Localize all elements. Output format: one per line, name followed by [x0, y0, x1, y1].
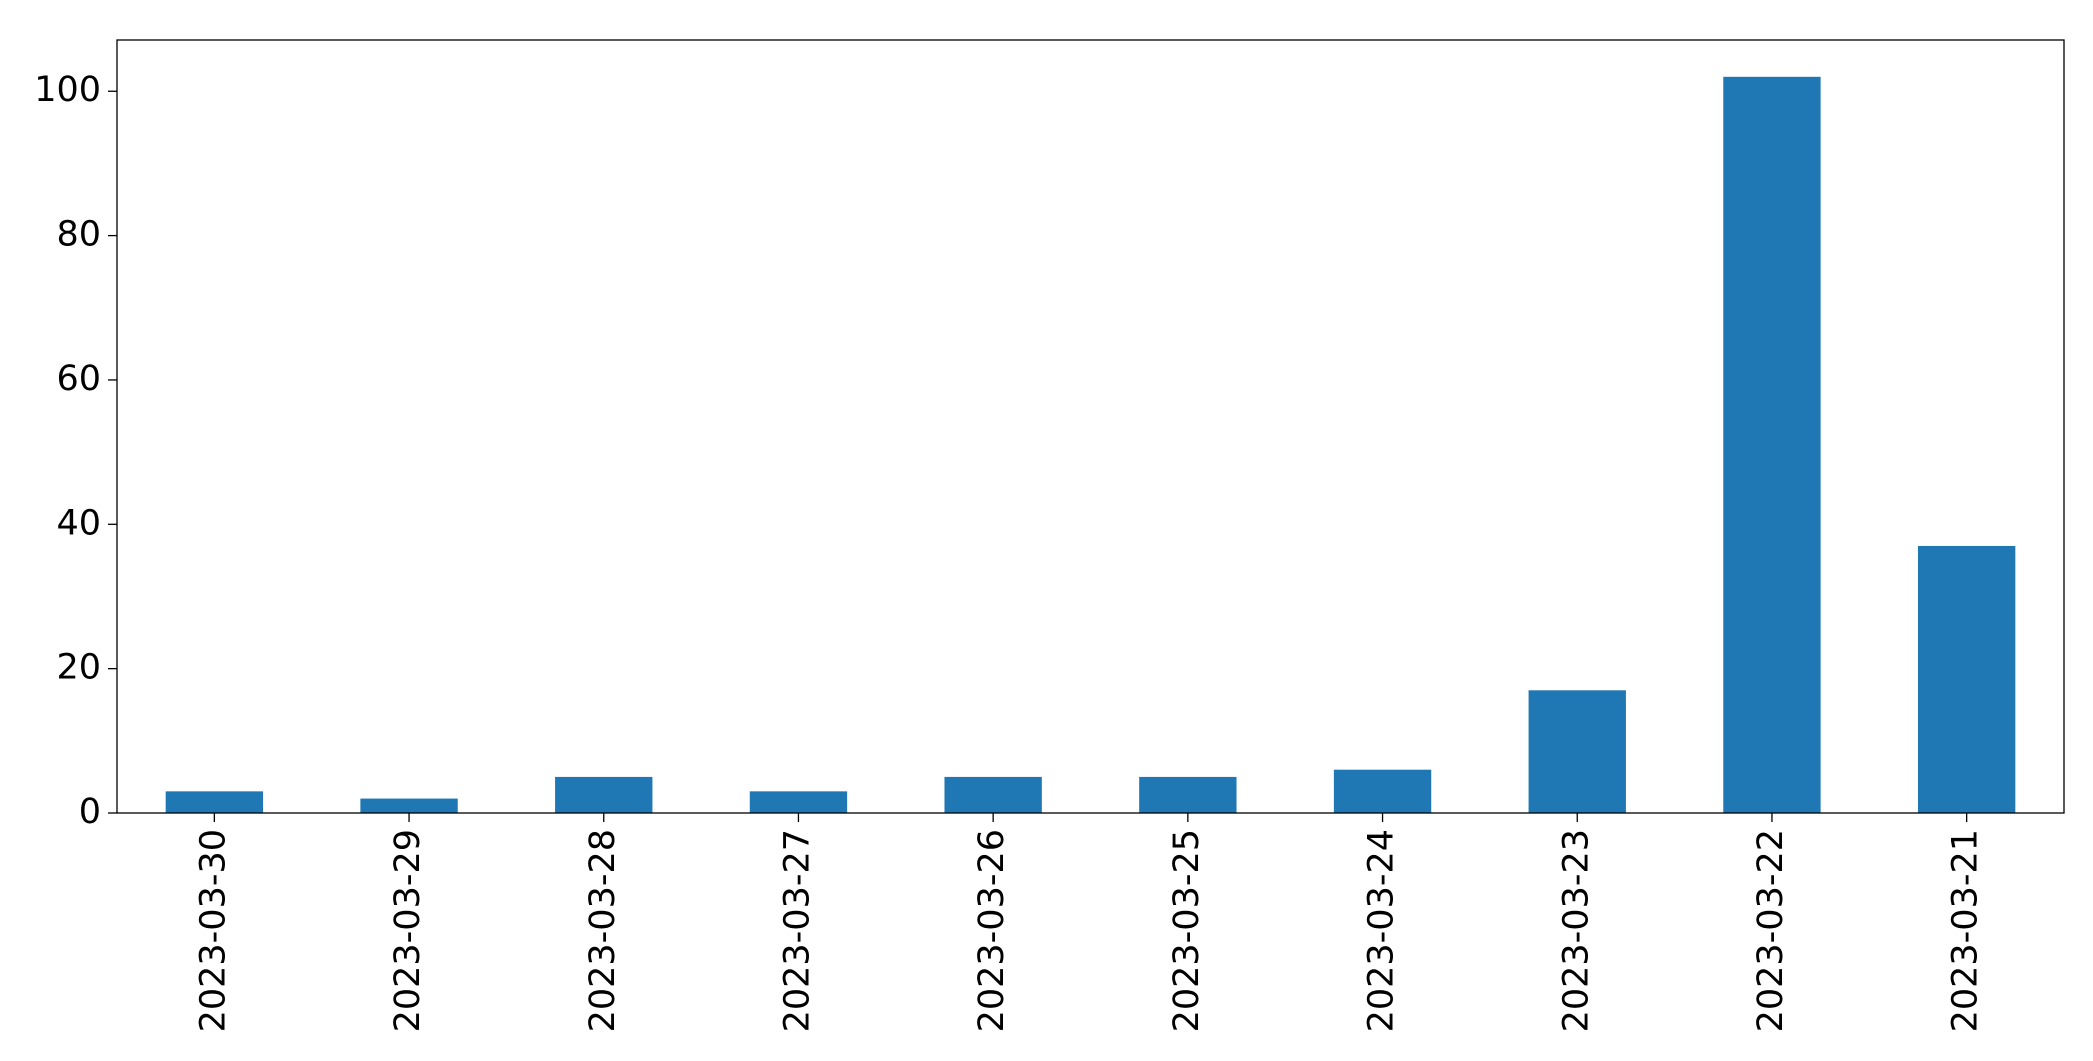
x-tick-label: 2023-03-26 — [972, 829, 1012, 1032]
x-tick-label: 2023-03-21 — [1946, 829, 1986, 1032]
y-tick-label: 40 — [56, 503, 101, 543]
x-tick-label: 2023-03-25 — [1167, 829, 1207, 1032]
bar — [555, 776, 653, 813]
bar — [165, 791, 264, 813]
plot-area: 0 20 40 60 80 100 2023-03-30 2023-03-29 2023-03-… — [34, 70, 2016, 1032]
bar — [1528, 690, 1626, 813]
bar — [1917, 545, 2016, 813]
bar — [1139, 776, 1237, 813]
bar — [360, 798, 458, 813]
x-tick-label: 2023-03-30 — [193, 829, 233, 1032]
x-tick-label: 2023-03-24 — [1362, 829, 1402, 1032]
y-tick-label: 80 — [56, 215, 101, 255]
bar — [1333, 769, 1432, 813]
y-tick-label: 0 — [79, 792, 101, 832]
x-tick-label: 2023-03-29 — [388, 829, 428, 1032]
y-tick-label: 20 — [56, 648, 101, 688]
y-tick-label: 100 — [34, 70, 101, 110]
bar — [944, 776, 1042, 813]
x-tick-label: 2023-03-27 — [777, 829, 817, 1032]
x-tick-label: 2023-03-28 — [583, 829, 623, 1032]
x-tick-label: 2023-03-22 — [1751, 829, 1791, 1032]
axes-frame — [116, 39, 2065, 814]
bar — [749, 791, 848, 813]
bar — [1723, 76, 1821, 814]
x-tick-label: 2023-03-23 — [1556, 829, 1596, 1032]
y-tick-label: 60 — [56, 359, 101, 399]
